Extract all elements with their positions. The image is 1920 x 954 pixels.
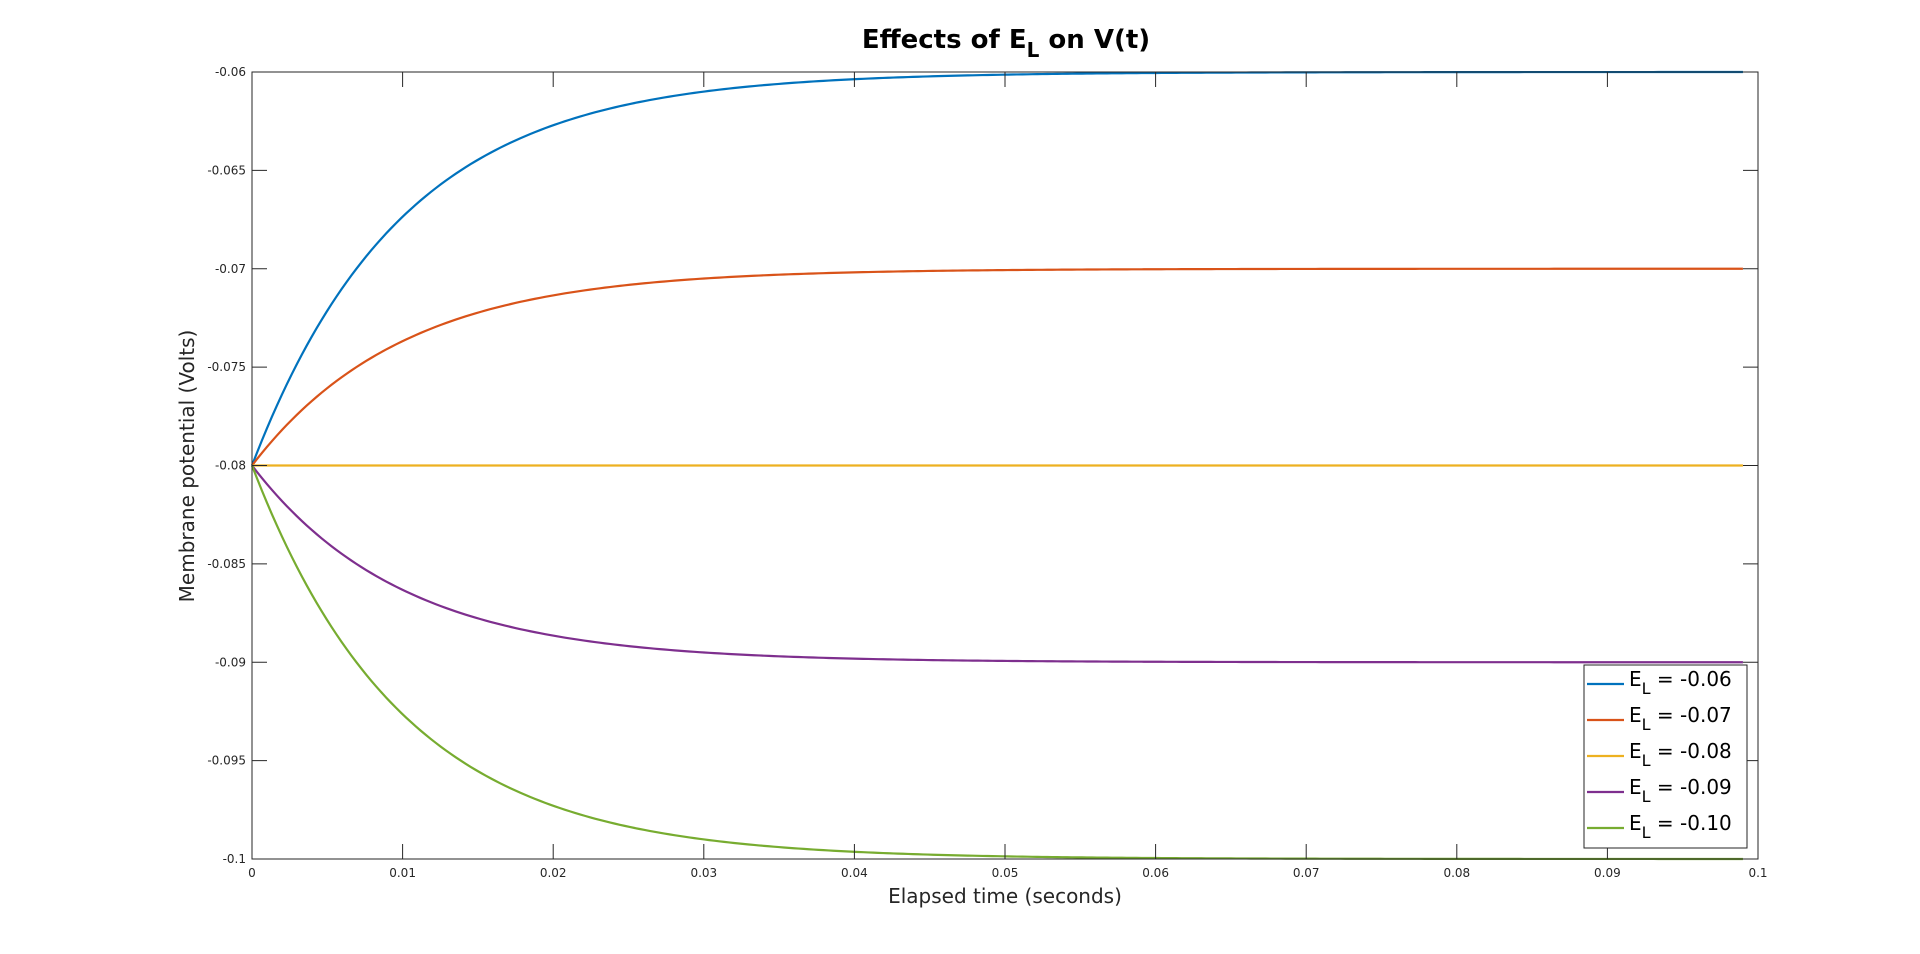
y-tick-label: -0.065 (207, 163, 246, 177)
x-tick-label: 0.03 (690, 866, 717, 880)
y-tick-label: -0.08 (215, 459, 246, 473)
y-tick-label: -0.1 (223, 852, 246, 866)
x-tick-label: 0.05 (992, 866, 1019, 880)
x-tick-label: 0.08 (1443, 866, 1470, 880)
x-tick-label: 0.02 (540, 866, 567, 880)
chart-title-suffix: on V(t) (1039, 25, 1150, 55)
x-tick-label: 0.06 (1142, 866, 1169, 880)
y-tick-labels: -0.1 -0.095 -0.09 -0.085 -0.08 -0.075 -0.07 -0.… (207, 65, 246, 866)
chart-title-prefix: Effects of E (862, 25, 1027, 55)
y-tick-label: -0.085 (207, 557, 246, 571)
y-tick-label: -0.075 (207, 360, 246, 374)
chart-title: Effects of EL on V(t) (862, 25, 1150, 62)
x-tick-label: 0.1 (1748, 866, 1767, 880)
x-tick-label: 0.01 (389, 866, 416, 880)
y-tick-label: -0.07 (215, 262, 246, 276)
x-tick-labels: 0 0.01 0.02 0.03 0.04 0.05 0.06 0.07 0.08 0.09 0.1 (248, 866, 1767, 880)
x-tick-label: 0.04 (841, 866, 868, 880)
x-axis-title: Elapsed time (seconds) (888, 884, 1122, 908)
x-tick-label: 0.09 (1594, 866, 1621, 880)
y-tick-label: -0.06 (215, 65, 246, 79)
y-tick-label: -0.09 (215, 655, 246, 669)
figure: Effects of EL on V(t) 0 0.01 0.02 0.03 0.04 0… (0, 0, 1920, 954)
chart-title-subscript: L (1027, 38, 1040, 62)
y-tick-label: -0.095 (207, 754, 246, 768)
y-axis-title: Membrane potential (Volts) (175, 330, 199, 603)
x-tick-label: 0 (248, 866, 256, 880)
x-tick-label: 0.07 (1293, 866, 1320, 880)
